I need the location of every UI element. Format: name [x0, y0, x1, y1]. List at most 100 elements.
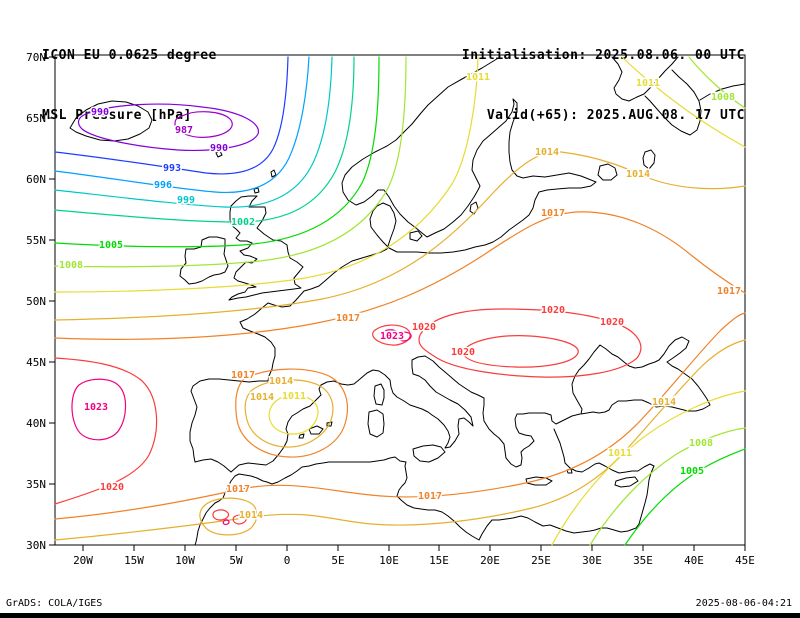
- isobar-label: 993: [163, 163, 181, 174]
- lon-label: 5E: [331, 554, 344, 567]
- isobar-label: 1023: [380, 331, 404, 342]
- lon-label: 30E: [582, 554, 602, 567]
- isobar-label: 1014: [626, 169, 650, 180]
- isobar-label: 1002: [231, 217, 255, 228]
- lat-label: 55N: [26, 234, 46, 247]
- bottom-bar: [0, 613, 800, 618]
- isobar-label: 1020: [412, 322, 436, 333]
- isobar-label: 1017: [418, 491, 442, 502]
- isobar-label: 1014: [250, 392, 274, 403]
- axis-ticks-and-labels: 70N 65N 60N 55N 50N 45N 40N 35N 30N 20W 15W 10W 5W 0 5…: [26, 51, 755, 567]
- isobar-label: 1014: [535, 147, 559, 158]
- lat-label: 35N: [26, 478, 46, 491]
- isobar-label: 1014: [269, 376, 293, 387]
- isobar-1014: [199, 497, 258, 536]
- isobar-1020: [372, 324, 411, 346]
- isobar-990: [77, 103, 259, 151]
- lon-label: 0: [284, 554, 291, 567]
- lat-label: 65N: [26, 112, 46, 125]
- isobar-987: [174, 111, 233, 138]
- isobar-1011: [551, 390, 746, 546]
- isobar-label: 1014: [239, 510, 263, 521]
- isobar-1023: [222, 519, 230, 525]
- isobar-1008: [54, 56, 407, 268]
- isobar-label: 1020: [600, 317, 624, 328]
- isobar-label: 1008: [59, 260, 83, 271]
- isobar-label: 1011: [282, 391, 306, 402]
- isobar-label: 999: [177, 195, 195, 206]
- isobar-1017: [54, 211, 746, 340]
- isobar-1005: [624, 448, 746, 546]
- isobar-label: 1017: [231, 370, 255, 381]
- isobar-1023: [397, 331, 412, 342]
- isobar-label: 1020: [100, 482, 124, 493]
- lon-label: 45E: [735, 554, 755, 567]
- lon-label: 10W: [175, 554, 195, 567]
- lon-label: 15W: [124, 554, 144, 567]
- isobar-1020: [54, 357, 158, 505]
- lat-label: 70N: [26, 51, 46, 64]
- isobar-1005: [54, 56, 380, 248]
- coastline-path: [179, 236, 229, 285]
- isobar-1020: [461, 335, 579, 368]
- isobar-label: 1020: [541, 305, 565, 316]
- isobar-1011: [54, 56, 479, 293]
- grads-credit: GrADS: COLA/IGES: [6, 598, 103, 609]
- isobar-labels: 987 990 990 993 996 999 1002 1005 1008 1011 1011 10…: [57, 71, 742, 523]
- isobar-1023: [381, 329, 399, 340]
- isobar-label: 1005: [99, 240, 123, 251]
- isobar-1020: [232, 514, 247, 525]
- isobar-label: 1008: [689, 438, 713, 449]
- isobar-label: 1005: [680, 466, 704, 477]
- isobar-label: 1017: [541, 208, 565, 219]
- lat-label: 40N: [26, 417, 46, 430]
- isobar-label: 1011: [466, 72, 490, 83]
- lon-label: 35E: [633, 554, 653, 567]
- isobar-1014: [244, 379, 334, 448]
- isobar-label: 990: [210, 143, 228, 154]
- lat-label: 50N: [26, 295, 46, 308]
- coastline-path: [194, 456, 637, 546]
- isobar-label: 990: [91, 107, 109, 118]
- isobar-label: 1008: [711, 92, 735, 103]
- coastline-path: [215, 150, 639, 488]
- coastline-path: [69, 100, 153, 142]
- lon-label: 5W: [229, 554, 243, 567]
- isobar-1008: [688, 56, 746, 109]
- coastline-path: [553, 428, 655, 529]
- coastline-path: [189, 56, 597, 473]
- isobar-lines: [54, 56, 746, 546]
- coastline-path: [611, 56, 746, 136]
- isobar-996: [54, 56, 310, 194]
- isobar-label: 1011: [608, 448, 632, 459]
- isobar-label: 1020: [451, 347, 475, 358]
- isobar-1023: [71, 378, 127, 441]
- isobar-1014: [54, 151, 746, 321]
- isobar-1020: [418, 308, 642, 378]
- isobar-1017: [54, 312, 746, 520]
- isobar-label: 987: [175, 125, 193, 136]
- lon-label: 15E: [429, 554, 449, 567]
- isobar-993: [54, 56, 289, 175]
- coastline-path: [228, 195, 304, 301]
- lat-label: 45N: [26, 356, 46, 369]
- isobar-label: 1014: [652, 397, 676, 408]
- lon-label: 25E: [531, 554, 551, 567]
- isobar-label: 1011: [636, 78, 660, 89]
- isobar-1011: [621, 56, 746, 148]
- coastline-path: [597, 149, 656, 181]
- isobar-1008: [589, 427, 746, 546]
- coastlines: [69, 56, 746, 546]
- lon-label: 20W: [73, 554, 93, 567]
- isobar-1002: [54, 56, 355, 223]
- isobar-999: [54, 56, 333, 208]
- isobar-label: 1017: [226, 484, 250, 495]
- isobar-label: 1017: [336, 313, 360, 324]
- isobar-1017: [235, 368, 349, 458]
- isobar-label: 1023: [84, 402, 108, 413]
- lat-label: 30N: [26, 539, 46, 552]
- isobar-1011: [268, 394, 319, 435]
- isobar-label: 996: [154, 180, 172, 191]
- isobar-1020: [212, 509, 230, 521]
